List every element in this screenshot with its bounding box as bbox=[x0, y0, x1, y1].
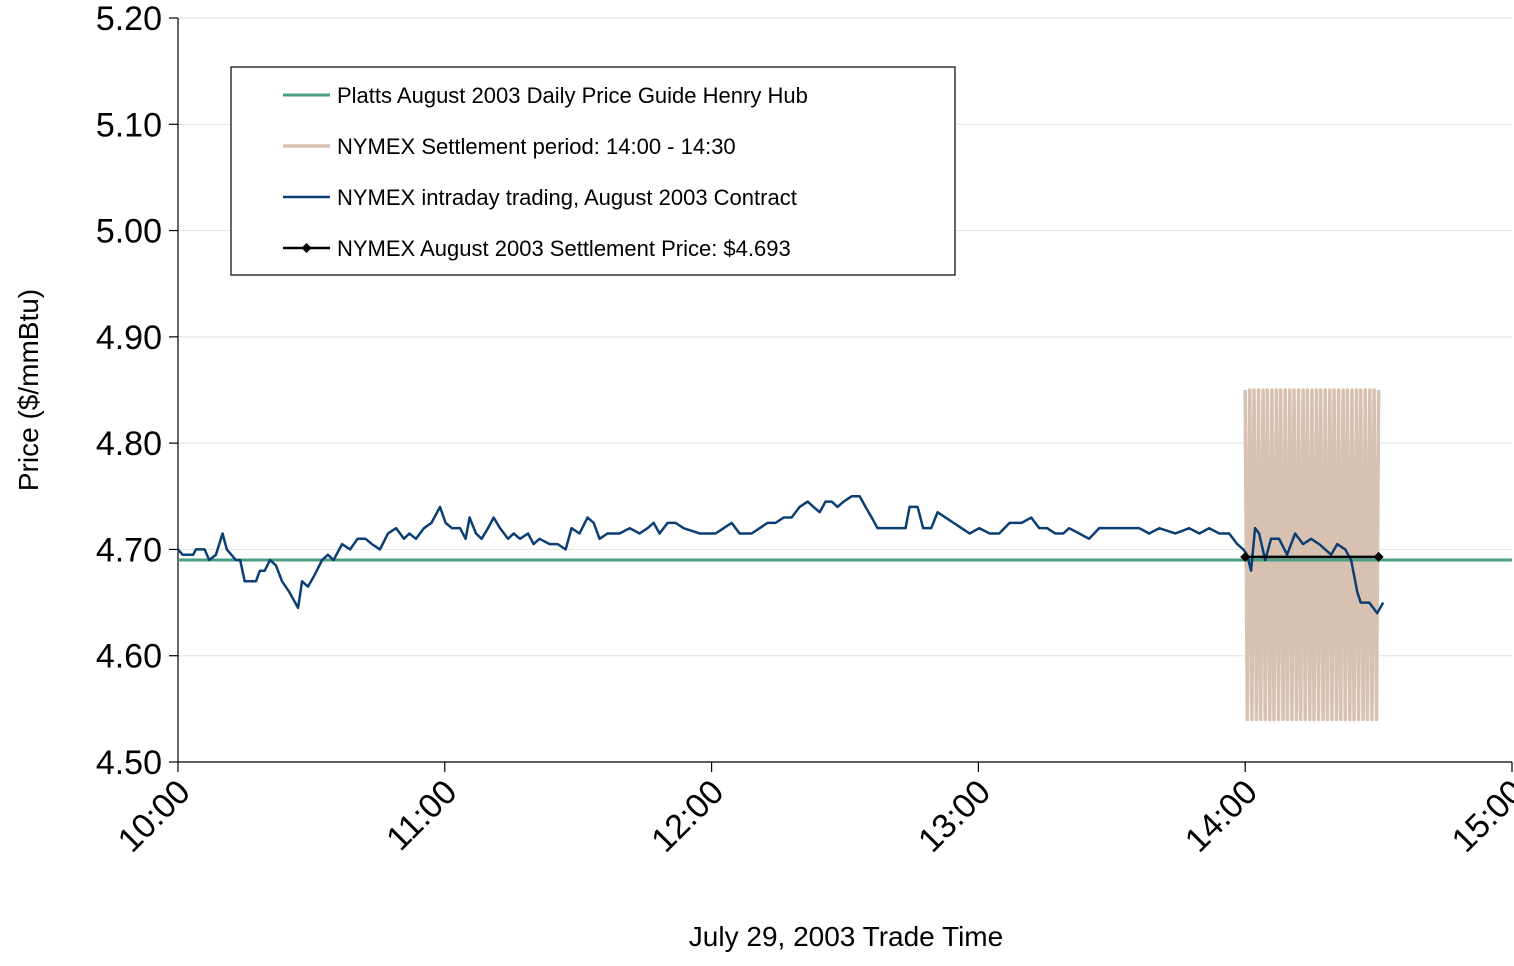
y-axis-title: Price ($/mmBtu) bbox=[13, 289, 44, 491]
legend-label: NYMEX August 2003 Settlement Price: $4.6… bbox=[337, 236, 791, 261]
y-tick-label: 5.00 bbox=[96, 213, 162, 251]
y-tick-label: 4.90 bbox=[96, 319, 162, 357]
x-axis-title: July 29, 2003 Trade Time bbox=[689, 921, 1003, 952]
x-tick-label: 13:00 bbox=[911, 773, 998, 860]
legend: Platts August 2003 Daily Price Guide Hen… bbox=[230, 66, 956, 276]
point-marker bbox=[1373, 551, 1384, 562]
series-line bbox=[1243, 388, 1381, 722]
y-tick-label: 5.20 bbox=[96, 0, 162, 38]
legend-label: Platts August 2003 Daily Price Guide Hen… bbox=[337, 83, 808, 108]
x-tick-label: 15:00 bbox=[1445, 773, 1514, 860]
x-tick-label: 10:00 bbox=[111, 773, 198, 860]
x-tick-label: 12:00 bbox=[644, 773, 731, 860]
y-tick-label: 4.50 bbox=[96, 744, 162, 782]
y-tick-label: 5.10 bbox=[96, 106, 162, 144]
y-tick-label: 4.60 bbox=[96, 638, 162, 676]
series-line bbox=[177, 495, 1385, 615]
y-tick-label: 4.80 bbox=[96, 425, 162, 463]
legend-box bbox=[230, 66, 956, 276]
legend-label: NYMEX intraday trading, August 2003 Cont… bbox=[337, 185, 797, 210]
x-tick-label: 14:00 bbox=[1178, 773, 1265, 860]
legend-marker bbox=[301, 243, 312, 253]
x-tick-label: 11:00 bbox=[379, 773, 464, 858]
point-marker bbox=[1240, 551, 1251, 562]
legend-label: NYMEX Settlement period: 14:00 - 14:30 bbox=[337, 134, 736, 159]
y-tick-label: 4.70 bbox=[96, 531, 162, 569]
